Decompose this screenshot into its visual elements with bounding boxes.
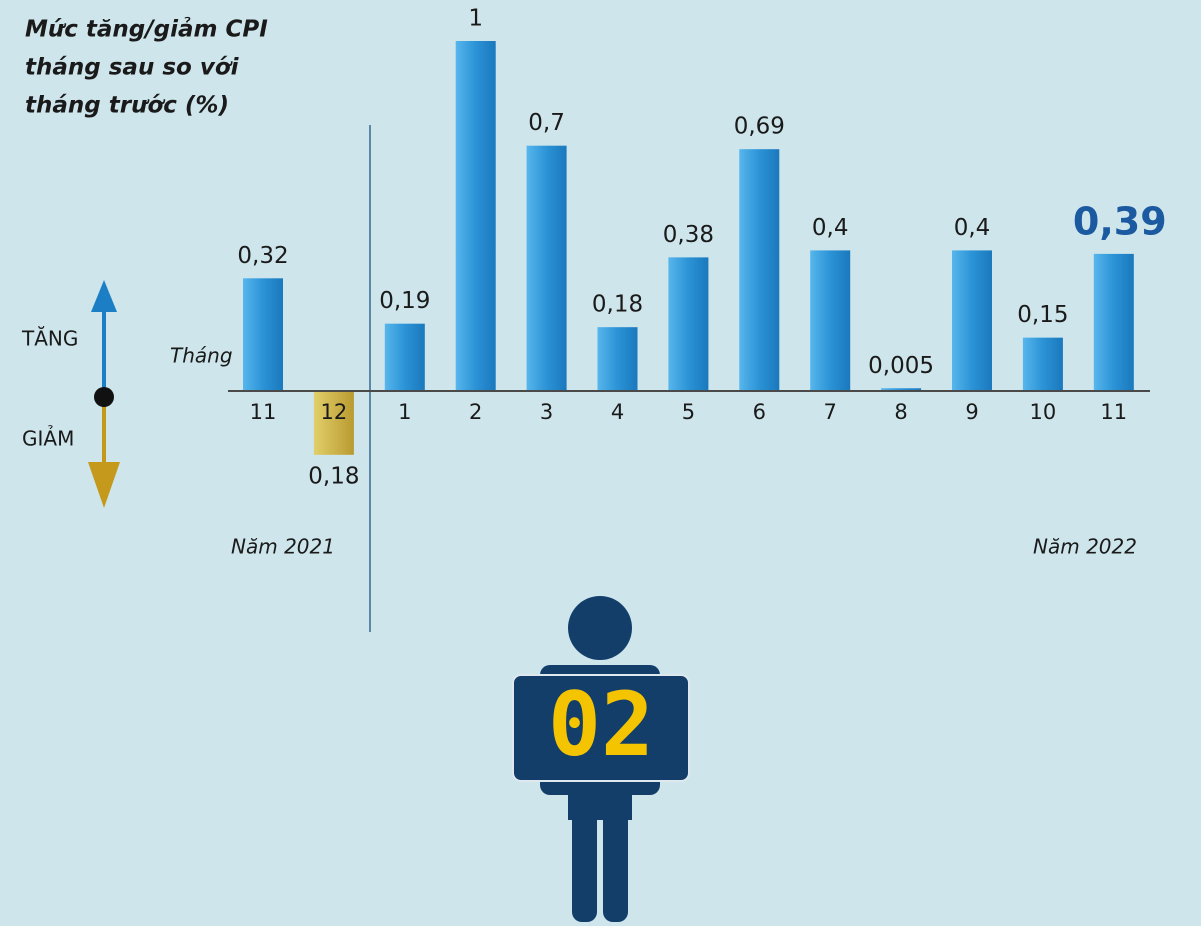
- bar: [1022, 337, 1063, 390]
- mascot: [512, 596, 690, 922]
- bar: [597, 327, 638, 390]
- year-label: Năm 2021: [231, 535, 335, 559]
- title-line: tháng trước (%): [25, 93, 229, 119]
- up-label: TĂNG: [21, 327, 78, 351]
- bar: [881, 388, 922, 390]
- x-tick-label: 9: [965, 400, 978, 424]
- up-arrow-head: [91, 280, 117, 312]
- value-label: 0,4: [954, 215, 991, 241]
- bar: [952, 250, 992, 390]
- x-tick-label: 1: [398, 400, 411, 424]
- x-tick-label: 4: [611, 400, 624, 424]
- bar: [526, 145, 567, 390]
- value-label: 0,19: [379, 288, 430, 314]
- bar: [313, 392, 354, 455]
- badge: 02: [548, 673, 654, 776]
- value-label: 0,69: [734, 114, 785, 140]
- bar: [668, 257, 709, 390]
- down-label: GIẢM: [22, 426, 74, 451]
- x-tick-label: 3: [540, 400, 553, 424]
- bar: [1093, 253, 1134, 390]
- value-label: 0,7: [528, 110, 565, 136]
- value-label: 0,18: [592, 292, 643, 318]
- value-label: 0,15: [1017, 302, 1068, 328]
- chart-title: Mức tăng/giảm CPI tháng sau so với tháng…: [25, 17, 268, 119]
- title-line: Mức tăng/giảm CPI: [25, 17, 268, 43]
- x-tick-label: 12: [321, 400, 348, 424]
- bar: [810, 250, 851, 390]
- value-label: 0,39: [1073, 199, 1167, 243]
- bar: [243, 278, 283, 390]
- title-line: tháng sau so với: [25, 55, 240, 81]
- value-label: 0,18: [308, 463, 359, 489]
- value-label: 0,38: [663, 222, 714, 248]
- x-tick-label: 6: [753, 400, 766, 424]
- x-tick-label: 7: [824, 400, 837, 424]
- x-tick-label: 10: [1030, 400, 1057, 424]
- x-tick-label: 11: [1100, 400, 1127, 424]
- bar: [739, 149, 780, 390]
- bars: 0,32110,18120,191120,730,1840,3850,6960,…: [228, 6, 1167, 489]
- bar: [455, 41, 496, 390]
- x-tick-label: 2: [469, 400, 482, 424]
- value-label: 0,005: [868, 353, 934, 379]
- bar: [384, 323, 425, 390]
- down-arrow-head: [88, 462, 120, 508]
- origin-dot: [94, 387, 114, 407]
- x-tick-label: 5: [682, 400, 695, 424]
- year-label: Năm 2022: [1033, 535, 1137, 559]
- value-label: 0,32: [237, 243, 288, 269]
- x-label: Tháng: [170, 344, 233, 368]
- value-label: 0,4: [812, 215, 849, 241]
- x-tick-label: 11: [250, 400, 277, 424]
- value-label: 1: [468, 6, 483, 32]
- x-tick-label: 8: [894, 400, 907, 424]
